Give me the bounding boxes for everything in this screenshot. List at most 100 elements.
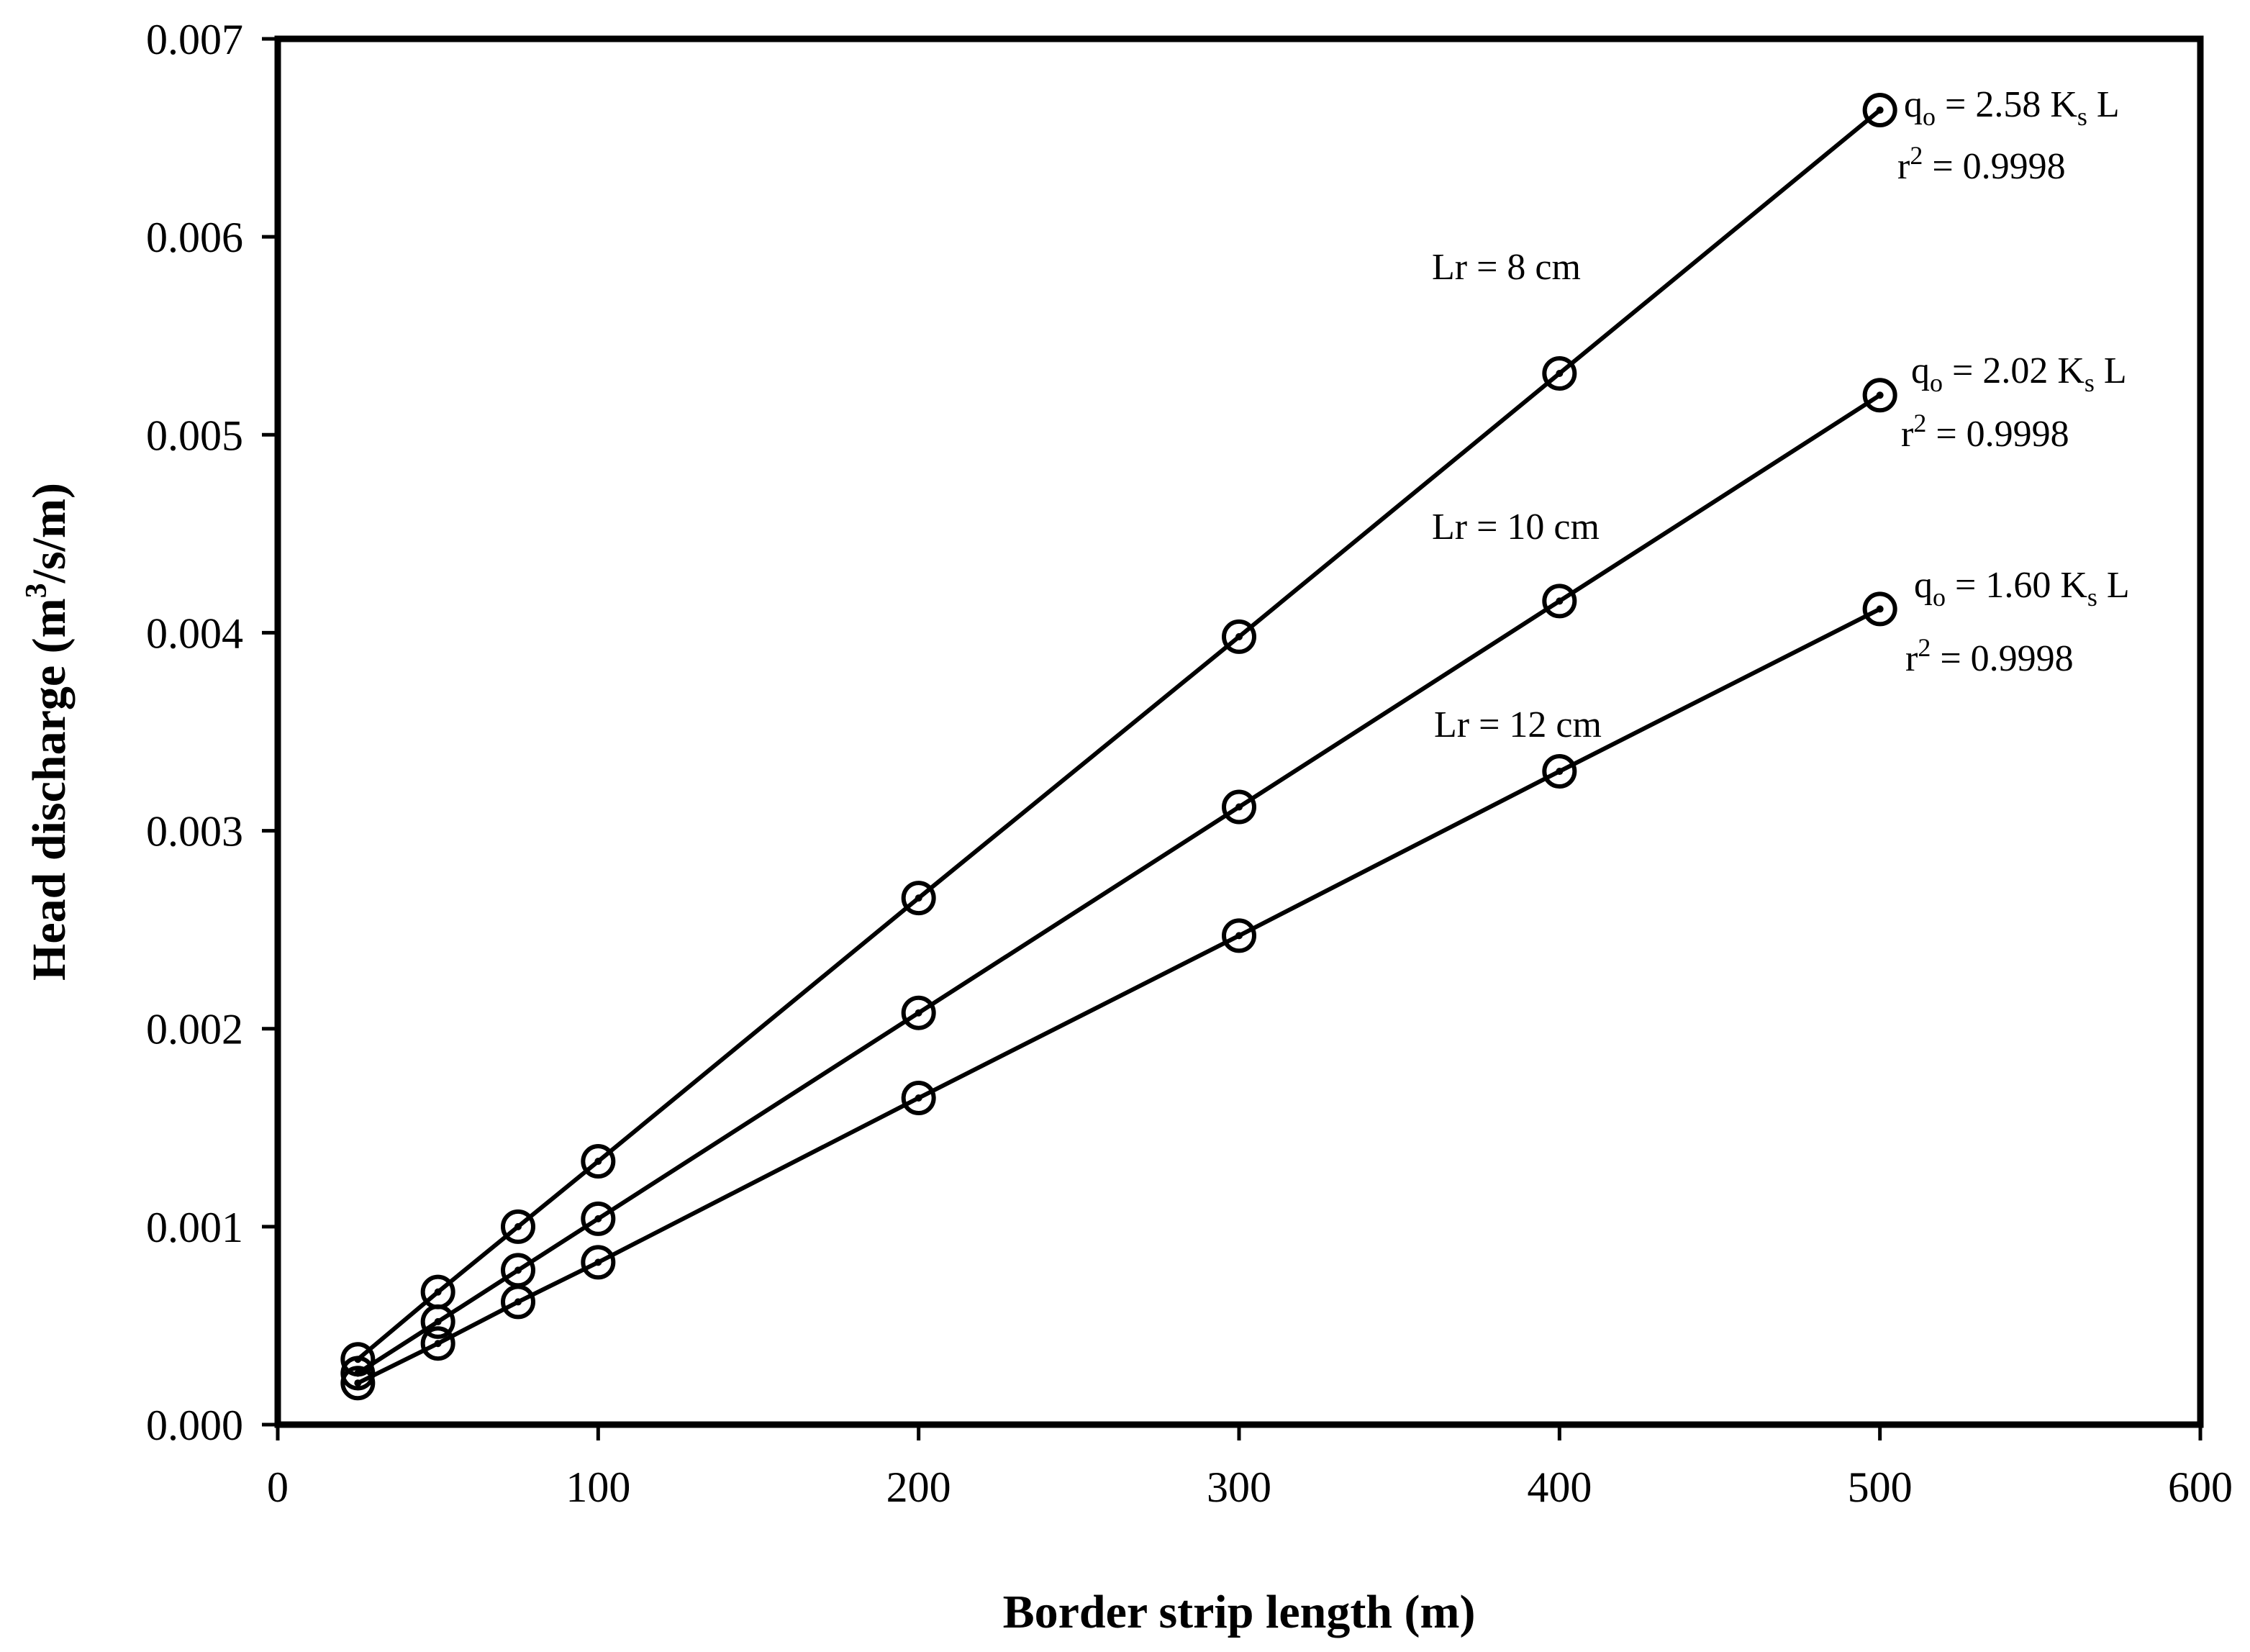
y-tick-label: 0.002 <box>146 1006 243 1053</box>
data-point <box>501 1284 535 1320</box>
data-point <box>501 1209 535 1244</box>
data-point <box>420 1274 455 1310</box>
data-point-ring <box>501 1209 535 1244</box>
data-point <box>340 1366 376 1401</box>
data-point-dot <box>1235 803 1243 811</box>
y-axis-title: Head discharge (m3/s/m) <box>20 483 76 981</box>
x-tick-label: 300 <box>1207 1463 1271 1511</box>
eq-tail: L <box>2095 350 2127 391</box>
data-point-ring <box>1222 789 1256 825</box>
data-point <box>1222 619 1256 654</box>
eq-q: q <box>1914 565 1933 606</box>
x-tick-label: 200 <box>886 1463 951 1511</box>
data-point-ring <box>581 1201 616 1236</box>
eq-coef: = 1.60 K <box>1946 565 2087 606</box>
y-tick-label: 0.005 <box>146 412 243 459</box>
data-point <box>1222 918 1256 953</box>
data-point-dot <box>594 1158 602 1166</box>
r2-sup: 2 <box>1918 633 1931 662</box>
r2-r: r <box>1897 146 1910 187</box>
data-point-dot <box>1556 597 1564 605</box>
eq-q-sub: o <box>1930 368 1943 397</box>
r2-value: = 0.9998 <box>1926 414 2069 455</box>
data-point-dot <box>915 1094 922 1102</box>
equation-label: qo = 1.60 Ks L <box>1914 565 2130 612</box>
x-axis-title: Border strip length (m) <box>1003 1586 1476 1638</box>
data-point-dot <box>514 1298 522 1306</box>
data-point-dot <box>915 894 922 902</box>
r2-value: = 0.9998 <box>1923 146 2065 187</box>
data-point-ring <box>1862 93 1897 128</box>
r2-value: = 0.9998 <box>1931 638 2073 679</box>
data-point-dot <box>915 1009 922 1017</box>
r2-r: r <box>1905 638 1918 679</box>
data-point <box>1542 584 1577 619</box>
data-point <box>901 995 936 1030</box>
data-point <box>420 1304 455 1339</box>
eq-k-sub: s <box>2087 583 2097 612</box>
data-point <box>901 881 936 916</box>
data-point-ring <box>1542 584 1577 619</box>
data-point-ring <box>581 1245 616 1280</box>
data-point-ring <box>420 1326 455 1361</box>
data-point-ring <box>1862 591 1897 627</box>
data-point-ring <box>901 881 936 916</box>
y-tick-label: 0.000 <box>146 1402 243 1449</box>
data-point <box>420 1326 455 1361</box>
data-point-dot <box>354 1379 362 1387</box>
equation-label: qo = 2.58 Ks L <box>1904 84 2120 131</box>
equation-label: qo = 2.02 Ks L <box>1911 350 2127 397</box>
data-point <box>340 1356 376 1391</box>
data-point-ring <box>901 995 936 1030</box>
data-point-ring <box>501 1284 535 1320</box>
eq-coef: = 2.02 K <box>1943 350 2085 391</box>
y-tick-label: 0.003 <box>146 808 243 856</box>
eq-tail: L <box>2097 565 2130 606</box>
data-point-ring <box>1862 378 1897 413</box>
data-point <box>1542 754 1577 789</box>
data-point-dot <box>594 1258 602 1266</box>
axis-ticks: 0 100 200 300 400 500 600 0.000 0.001 0.002 0.003 0… <box>146 16 2233 1511</box>
data-point <box>581 1144 616 1179</box>
r-squared-label: r2 = 0.9998 <box>1905 633 2074 679</box>
data-point-dot <box>514 1222 522 1230</box>
series-layer <box>340 93 1897 1401</box>
data-point-dot <box>594 1215 602 1222</box>
r2-r: r <box>1901 414 1913 455</box>
data-point-dot <box>354 1369 362 1377</box>
x-tick-label: 0 <box>267 1463 289 1511</box>
y-tick-label: 0.006 <box>146 214 243 261</box>
data-point-dot <box>1876 106 1884 114</box>
data-point <box>1862 591 1897 627</box>
data-point-dot <box>434 1340 442 1348</box>
eq-k-sub: s <box>2077 102 2087 131</box>
series-label: Lr = 12 cm <box>1434 704 1602 745</box>
eq-coef: = 2.58 K <box>1936 84 2077 125</box>
data-point-dot <box>1235 932 1243 940</box>
data-point <box>1222 789 1256 825</box>
data-point <box>901 1081 936 1116</box>
data-point-dot <box>1876 391 1884 399</box>
eq-k-sub: s <box>2085 368 2095 397</box>
data-point-dot <box>434 1317 442 1325</box>
data-point-ring <box>1542 754 1577 789</box>
data-point-ring <box>901 1081 936 1116</box>
data-point <box>581 1201 616 1236</box>
data-point <box>1862 93 1897 128</box>
series-label: Lr = 8 cm <box>1432 247 1581 288</box>
data-point-dot <box>1235 632 1243 640</box>
y-tick-label: 0.004 <box>146 609 243 657</box>
series-line-2 <box>357 607 1882 1385</box>
data-point-ring <box>581 1144 616 1179</box>
data-point-ring <box>1542 355 1577 391</box>
data-point-dot <box>1876 605 1884 613</box>
data-point <box>501 1253 535 1288</box>
data-point <box>581 1245 616 1280</box>
y-axis-title-sup: 3 <box>20 583 53 598</box>
x-tick-label: 100 <box>566 1463 630 1511</box>
y-tick-label: 0.001 <box>146 1204 243 1251</box>
data-point-ring <box>340 1366 376 1401</box>
y-axis-title-end: /s/m) <box>23 483 76 584</box>
